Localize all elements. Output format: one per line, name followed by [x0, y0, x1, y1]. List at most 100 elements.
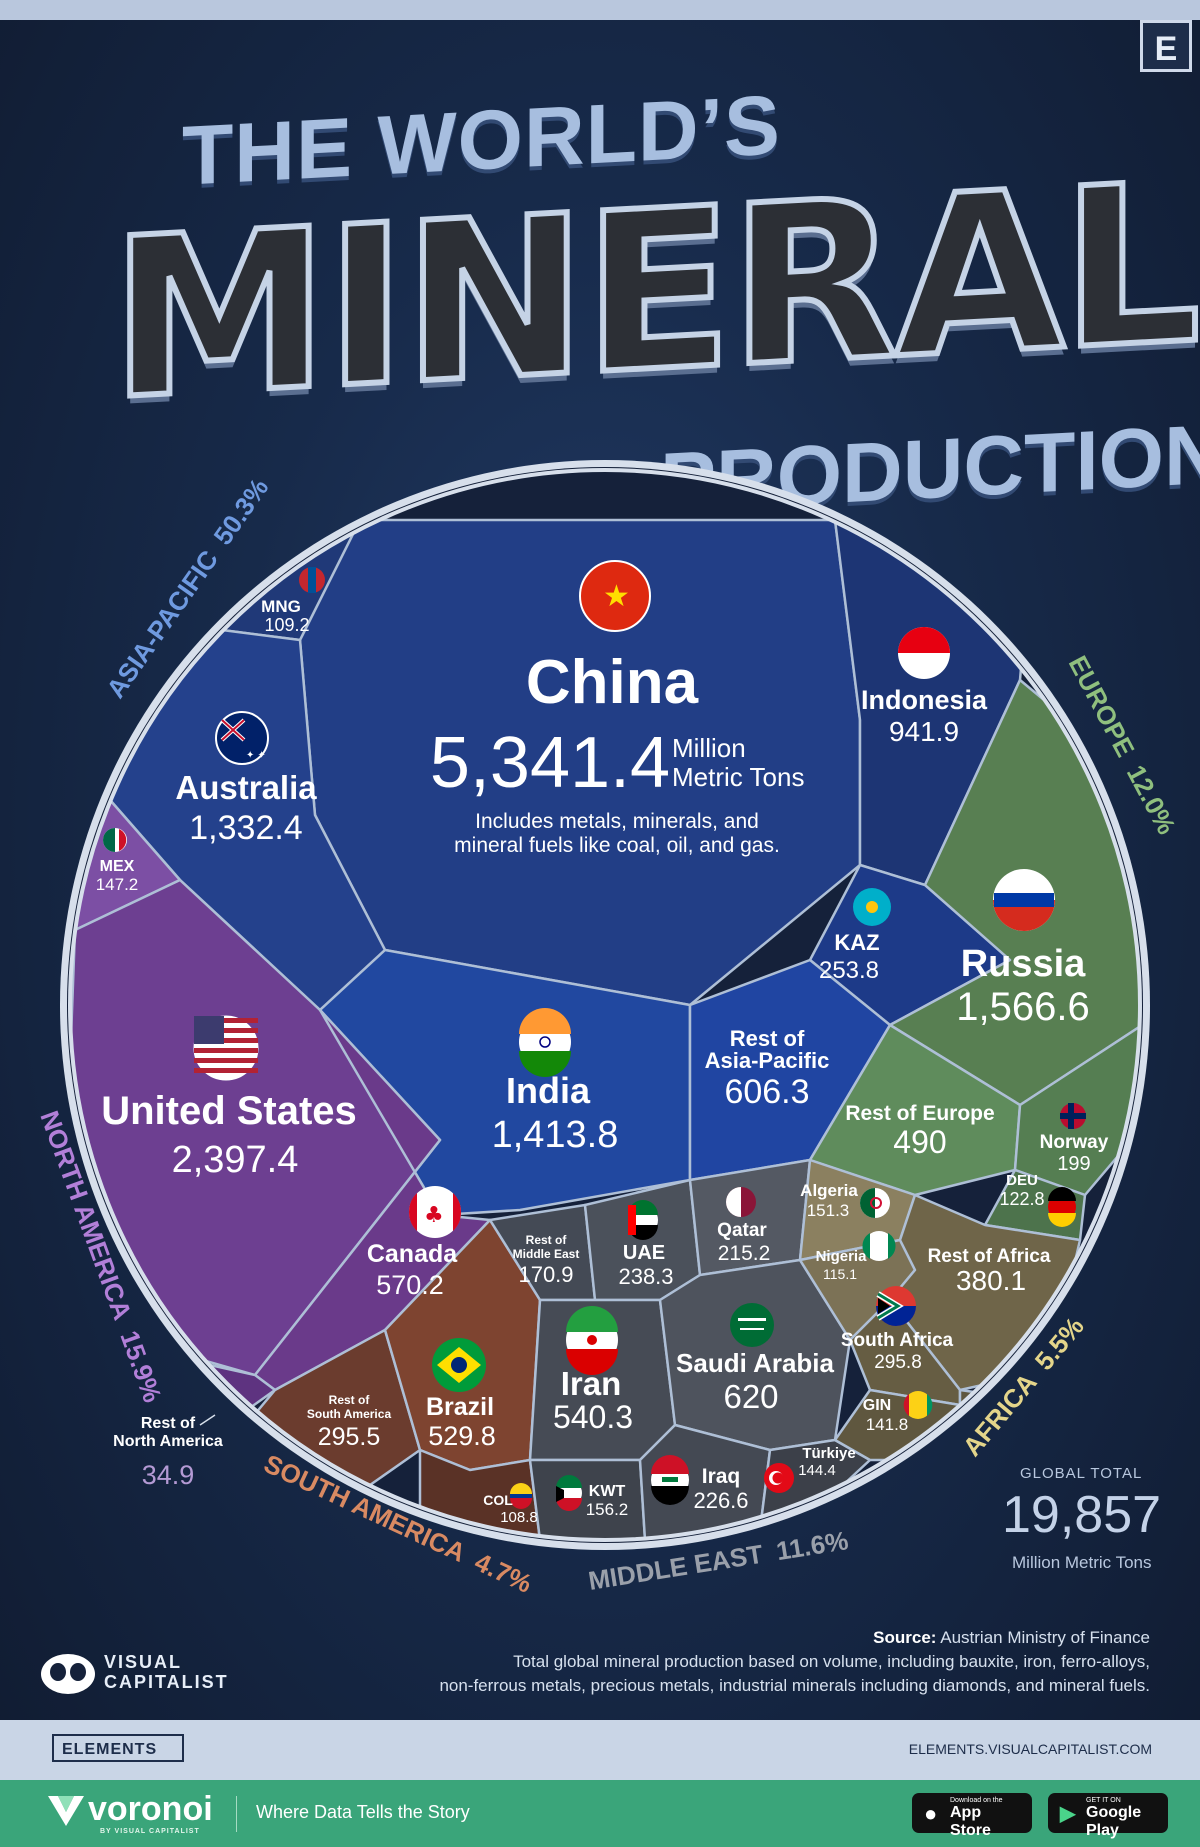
label-china-unit-1: Million	[672, 733, 746, 763]
play-icon: ▶	[1060, 1803, 1076, 1825]
label-rest-asia-value: 606.3	[724, 1073, 809, 1111]
label-algeria-name: Algeria	[800, 1181, 858, 1200]
label-china-note-2: mineral fuels like coal, oil, and gas.	[454, 834, 780, 857]
label-usa-name: United States	[101, 1089, 357, 1133]
colombia-flag-icon	[510, 1483, 532, 1509]
label-australia-name: Australia	[175, 769, 317, 806]
label-mng-value: 109.2	[264, 615, 309, 635]
australia-flag-icon: ✦ ✦	[215, 711, 269, 765]
svg-text:✦ ✦: ✦ ✦	[246, 750, 266, 761]
nigeria-flag-icon	[862, 1231, 896, 1261]
label-deu-value: 122.8	[999, 1189, 1044, 1209]
cell-labels: China 5,341.4 Million Metric Tons Includ…	[96, 597, 1109, 1526]
app-store-small: Download on the	[950, 1797, 1003, 1804]
label-china-value: 5,341.4	[430, 723, 670, 803]
voronoi-logo-icon	[48, 1796, 84, 1826]
label-kaz-value: 253.8	[819, 957, 879, 984]
label-gin-name: GIN	[863, 1397, 891, 1414]
label-australia-value: 1,332.4	[189, 809, 302, 847]
e-logo-badge: E	[1140, 20, 1192, 72]
google-play-small: GET IT ON	[1086, 1797, 1121, 1804]
voronoi-wordmark[interactable]: voronoi	[88, 1790, 213, 1828]
label-rest-europe-name: Rest of Europe	[845, 1102, 994, 1125]
google-play-button[interactable]: ▶ GET IT ON Google Play	[1048, 1793, 1168, 1839]
label-south-africa-value: 295.8	[874, 1352, 922, 1373]
germany-flag-icon	[1048, 1187, 1076, 1227]
source-note-1: Total global mineral production based on…	[513, 1652, 1150, 1671]
app-store-button[interactable]: ● Download on the App Store	[912, 1793, 1032, 1839]
cell-rest-of-europe	[808, 1023, 1022, 1197]
source-block: Source: Austrian Ministry of Finance Tot…	[250, 1626, 1150, 1698]
label-rest-europe-value: 490	[893, 1124, 946, 1160]
source-label: Source:	[873, 1628, 937, 1647]
label-mex-value: 147.2	[96, 875, 139, 894]
guinea-flag-icon	[903, 1391, 933, 1419]
svg-text:♣: ♣	[424, 1203, 444, 1228]
india-flag-icon	[519, 1008, 571, 1077]
brazil-flag-icon	[432, 1338, 486, 1392]
label-rest-sa-line2: South America	[307, 1407, 392, 1421]
elements-footer	[0, 1720, 1200, 1780]
label-norway-name: Norway	[1040, 1132, 1109, 1153]
label-nigeria-value: 115.1	[823, 1266, 857, 1282]
label-indonesia-name: Indonesia	[861, 685, 988, 715]
apple-icon: ●	[924, 1801, 938, 1826]
label-china-note-1: Includes metals, minerals, and	[475, 810, 759, 833]
label-rest-na-line2: North America	[113, 1433, 223, 1450]
label-qatar-value: 215.2	[718, 1242, 771, 1265]
visual-capitalist-wordmark: VISUAL CAPITALIST	[104, 1652, 229, 1692]
label-india-name: India	[506, 1070, 591, 1111]
label-india-value: 1,413.8	[492, 1114, 619, 1156]
svg-text:★: ★	[603, 579, 630, 614]
saudi-flag-icon	[730, 1303, 774, 1347]
turkiye-flag-icon	[764, 1463, 794, 1493]
vc-line-2: CAPITALIST	[104, 1672, 229, 1692]
label-rest-asia-line1: Rest of	[730, 1026, 805, 1051]
label-rest-me-line1: Rest of	[526, 1233, 568, 1247]
elements-url-link[interactable]: ELEMENTS.VISUALCAPITALIST.COM	[908, 1741, 1152, 1757]
norway-flag-icon	[1060, 1103, 1086, 1129]
cell-kuwait	[528, 1458, 647, 1540]
kuwait-flag-icon	[556, 1475, 582, 1511]
label-iraq-name: Iraq	[702, 1465, 741, 1488]
circle-border	[68, 468, 1142, 1542]
mexico-flag-icon	[103, 828, 127, 852]
label-turkiye-name: Türkiye	[802, 1445, 855, 1462]
label-rest-na-value: 34.9	[142, 1460, 195, 1490]
label-col-value: 108.8	[500, 1509, 538, 1526]
label-rest-sa-line1: Rest of	[329, 1393, 371, 1407]
app-store-label: App Store	[950, 1804, 991, 1839]
kazakhstan-flag-icon	[853, 888, 891, 926]
label-norway-value: 199	[1057, 1153, 1090, 1175]
voronoi-chart: ★ ✦ ✦ ♣ ASIA	[34, 460, 1182, 1599]
mongolia-flag-icon	[299, 567, 325, 593]
global-total-value: 19,857	[1002, 1486, 1162, 1544]
uae-flag-icon	[628, 1200, 658, 1240]
label-indonesia-value: 941.9	[889, 716, 959, 747]
iran-flag-icon	[566, 1306, 618, 1375]
label-col-name: COL	[483, 1492, 513, 1508]
russia-flag-icon	[993, 869, 1055, 931]
label-russia-name: Russia	[961, 943, 1086, 985]
label-saudi-value: 620	[723, 1378, 778, 1415]
label-kwt-value: 156.2	[586, 1500, 629, 1519]
label-uae-value: 238.3	[618, 1264, 673, 1289]
label-turkiye-value: 144.4	[798, 1462, 836, 1479]
label-usa-value: 2,397.4	[172, 1139, 299, 1181]
top-bar	[0, 0, 1200, 20]
source-text: Austrian Ministry of Finance	[940, 1628, 1150, 1647]
vc-line-1: VISUAL	[104, 1652, 183, 1672]
elements-logo[interactable]: ELEMENTS	[52, 1734, 184, 1762]
label-saudi-name: Saudi Arabia	[676, 1348, 835, 1378]
label-kaz-name: KAZ	[834, 930, 879, 955]
label-qatar-name: Qatar	[717, 1220, 767, 1241]
label-rest-me-value: 170.9	[518, 1262, 573, 1287]
label-iran-name: Iran	[561, 1365, 622, 1402]
label-nigeria-name: Nigeria	[816, 1248, 868, 1265]
label-iran-value: 540.3	[553, 1399, 633, 1435]
label-china-unit-2: Metric Tons	[672, 762, 804, 792]
label-rest-me-line2: Middle East	[513, 1247, 580, 1261]
label-brazil-name: Brazil	[426, 1393, 494, 1421]
label-rest-sa-value: 295.5	[318, 1423, 381, 1451]
